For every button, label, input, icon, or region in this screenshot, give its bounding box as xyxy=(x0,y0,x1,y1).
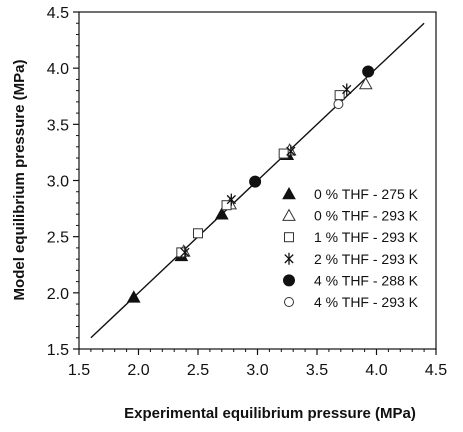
legend-marker xyxy=(284,252,294,265)
y-tick-label: 1.5 xyxy=(47,342,69,359)
data-point xyxy=(193,228,203,239)
data-point xyxy=(214,207,229,220)
data-point xyxy=(176,247,187,258)
data-point xyxy=(226,193,236,206)
data-point xyxy=(126,290,141,303)
legend-label: 4 % THF - 288 K xyxy=(314,272,419,288)
legend-marker xyxy=(284,232,294,243)
data-point xyxy=(180,246,190,259)
y-tick-label: 2.0 xyxy=(47,286,69,303)
y-axis-label: Model equilibrium pressure (MPa) xyxy=(11,60,28,301)
x-tick-label: 3.0 xyxy=(246,362,268,379)
data-point xyxy=(333,99,344,110)
x-tick-label: 4.0 xyxy=(365,362,387,379)
data-point xyxy=(278,148,289,159)
data-point xyxy=(249,175,262,188)
x-tick-label: 1.5 xyxy=(68,362,90,379)
x-tick-label: 2.5 xyxy=(187,362,209,379)
y-tick-label: 2.5 xyxy=(47,230,69,247)
legend-marker xyxy=(282,208,296,221)
data-point xyxy=(362,65,375,78)
x-tick-label: 4.5 xyxy=(425,362,447,379)
legend-marker xyxy=(282,186,296,200)
data-point xyxy=(358,76,373,90)
legend-label: 0 % THF - 275 K xyxy=(314,186,419,202)
legend-label: 4 % THF - 293 K xyxy=(314,294,419,310)
x-tick-label: 2.0 xyxy=(127,362,149,379)
legend-label: 0 % THF - 293 K xyxy=(314,208,419,224)
y-tick-label: 3.0 xyxy=(47,174,69,191)
legend-label: 1 % THF - 293 K xyxy=(314,229,419,245)
y-tick-label: 4.5 xyxy=(47,5,69,22)
y-tick-label: 3.5 xyxy=(47,117,69,134)
x-axis-label: Experimental equilibrium pressure (MPa) xyxy=(124,405,416,422)
data-point xyxy=(342,83,352,96)
y-tick-label: 4.0 xyxy=(47,61,69,78)
data-point xyxy=(334,90,345,101)
legend-marker xyxy=(284,297,294,307)
legend-marker xyxy=(283,274,295,287)
data-point xyxy=(286,145,296,158)
x-tick-label: 3.5 xyxy=(306,362,328,379)
legend-label: 2 % THF - 293 K xyxy=(314,251,419,267)
